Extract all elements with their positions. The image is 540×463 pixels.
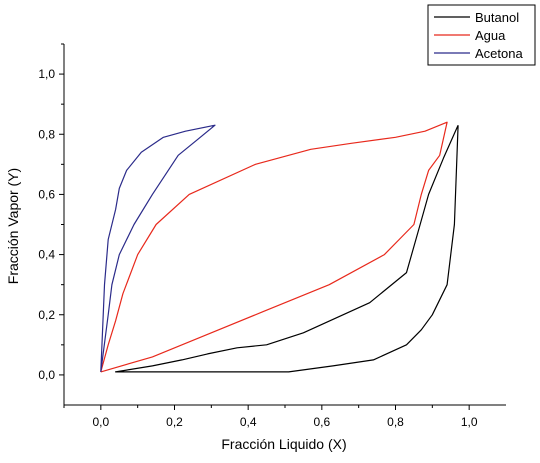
axis-ticks: 0,0 0,2 0,4 0,6 0,8 1,0 0,0 0,2 0,4 0,6 0,8 1,0 <box>38 43 478 429</box>
legend-label-acetona: Acetona <box>475 46 523 61</box>
x-tick-label: 0,6 <box>313 415 330 429</box>
x-axis-title: Fracción Liquido (X) <box>221 436 346 452</box>
x-tick-label: 0,0 <box>92 415 109 429</box>
y-tick-label: 0,8 <box>38 127 55 141</box>
legend-label-agua: Agua <box>475 28 506 43</box>
series-line-butanol <box>114 124 459 373</box>
y-tick-label: 0,6 <box>38 187 55 201</box>
y-tick-label: 0,2 <box>38 308 55 322</box>
x-tick-label: 0,2 <box>166 415 183 429</box>
x-tick-label: 0,8 <box>387 415 404 429</box>
y-tick-label: 0,0 <box>38 368 55 382</box>
legend-label-butanol: Butanol <box>475 10 519 25</box>
y-tick-label: 0,4 <box>38 248 55 262</box>
x-tick-label: 0,4 <box>240 415 257 429</box>
series-line-agua <box>100 121 448 373</box>
legend: Butanol Agua Acetona <box>427 4 536 66</box>
x-tick-label: 1,0 <box>461 415 478 429</box>
y-axis-title: Fracción Vapor (Y) <box>5 168 21 284</box>
series-line-acetona <box>100 124 216 372</box>
y-tick-label: 1,0 <box>38 67 55 81</box>
series-lines <box>100 121 459 373</box>
